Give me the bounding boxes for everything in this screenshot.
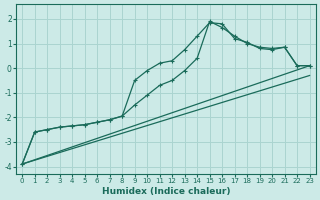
X-axis label: Humidex (Indice chaleur): Humidex (Indice chaleur)	[102, 187, 230, 196]
